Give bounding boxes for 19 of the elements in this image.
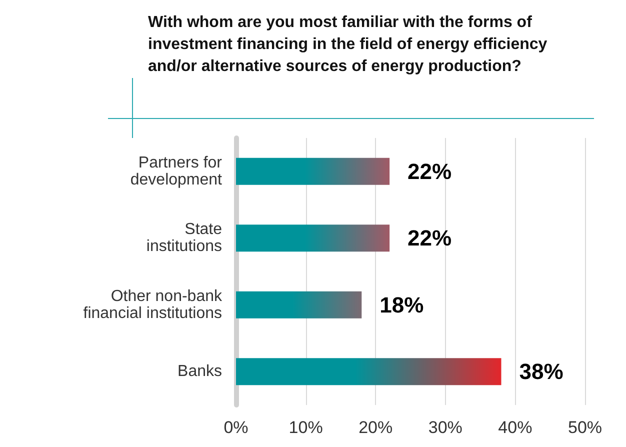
x-tick-label: 30% <box>428 418 462 437</box>
y-tick-label: Banks <box>178 363 222 380</box>
x-tick-label: 10% <box>288 418 323 437</box>
data-label: 22% <box>408 158 452 184</box>
data-label: 22% <box>408 226 452 251</box>
x-tick-label: 50% <box>568 418 602 437</box>
y-tick-label: State institutions <box>146 221 222 256</box>
chart-title: With whom are you most familiar with the forms of investment financing in the field of energy efficiency and/or alternative sources of energy production? <box>148 13 548 77</box>
bar <box>236 358 502 386</box>
x-tick-label: 40% <box>498 418 532 437</box>
bar <box>236 158 390 185</box>
data-label: 38% <box>519 359 564 384</box>
x-tick-label: 0% <box>224 418 248 437</box>
x-tick-label: 20% <box>358 418 393 437</box>
y-tick-label: Partners for development <box>130 154 223 188</box>
data-label: 18% <box>380 292 424 318</box>
bar <box>236 224 390 252</box>
bar <box>236 291 362 318</box>
y-tick-label: Other non-bank financial institutions <box>83 288 223 322</box>
